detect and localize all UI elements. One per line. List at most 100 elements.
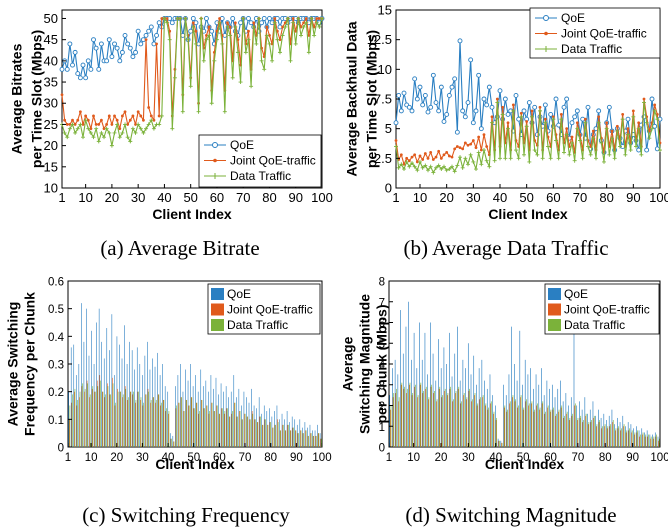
bar xyxy=(286,411,288,447)
bar xyxy=(603,413,605,447)
bar xyxy=(155,399,157,447)
bar xyxy=(417,395,419,447)
bar xyxy=(71,402,73,447)
bar xyxy=(612,420,614,447)
data-point xyxy=(485,145,489,148)
bar xyxy=(227,408,228,447)
bar xyxy=(509,403,510,447)
bar xyxy=(604,424,606,447)
bar xyxy=(269,422,271,447)
data-point xyxy=(508,156,513,161)
data-point xyxy=(418,159,422,164)
data-point xyxy=(618,144,622,149)
bar xyxy=(462,359,464,447)
bar xyxy=(650,436,652,447)
data-point xyxy=(498,156,502,161)
data-point xyxy=(621,113,625,116)
data-point xyxy=(399,153,403,157)
bar xyxy=(172,435,174,447)
data-point xyxy=(225,24,230,29)
x-tick-label: 1 xyxy=(58,190,65,205)
data-point xyxy=(569,120,575,126)
bar xyxy=(547,405,549,447)
bar xyxy=(70,347,72,447)
data-point xyxy=(482,133,486,137)
data-point xyxy=(277,50,282,55)
data-point xyxy=(85,58,91,64)
series-line-data-traffic xyxy=(395,102,661,174)
data-point xyxy=(439,167,444,172)
data-point xyxy=(596,120,601,125)
data-point xyxy=(89,127,93,131)
y-tick-label: 0.5 xyxy=(48,304,64,316)
bar xyxy=(619,422,621,447)
bar xyxy=(444,390,445,447)
data-point xyxy=(302,21,306,25)
bar xyxy=(533,411,535,447)
data-point xyxy=(296,16,301,21)
data-point xyxy=(135,28,141,34)
data-point xyxy=(471,139,475,142)
bar xyxy=(617,417,618,447)
bar xyxy=(210,375,212,447)
data-point xyxy=(591,129,595,133)
bar xyxy=(239,411,240,447)
data-point xyxy=(649,96,655,102)
data-point xyxy=(91,37,96,43)
data-point xyxy=(246,16,251,21)
bar xyxy=(232,411,233,447)
bar xyxy=(96,322,97,447)
legend-label: Joint QoE-traffic xyxy=(227,303,313,317)
bar xyxy=(213,388,214,447)
data-point xyxy=(585,104,591,110)
bar xyxy=(225,386,227,447)
data-point xyxy=(546,144,550,149)
data-point xyxy=(138,41,144,47)
data-point xyxy=(99,130,104,135)
bar xyxy=(249,419,251,447)
legend-swatch xyxy=(211,303,224,316)
data-point xyxy=(495,100,500,105)
bar xyxy=(563,417,565,447)
data-point xyxy=(157,122,162,127)
data-point xyxy=(426,156,430,160)
bar xyxy=(299,419,301,447)
bar xyxy=(246,416,248,447)
bar xyxy=(490,403,491,447)
bar xyxy=(175,408,177,447)
y-tick-label: 0 xyxy=(379,443,385,455)
bar xyxy=(231,413,233,447)
data-point xyxy=(159,113,164,118)
data-point xyxy=(455,163,460,168)
bar xyxy=(139,364,141,447)
y-tick-label: 7.5 xyxy=(374,92,392,107)
bar xyxy=(181,397,182,447)
x-tick-label: 10 xyxy=(407,452,420,464)
data-point xyxy=(565,127,569,131)
data-point xyxy=(453,147,457,151)
bar xyxy=(223,391,224,447)
legend-label: Joint QoE-traffic xyxy=(230,154,316,168)
bar xyxy=(88,355,90,447)
legend-box xyxy=(544,283,660,335)
y-axis-label: per Time Slot (Mbps) xyxy=(29,30,45,168)
data-point xyxy=(278,38,282,42)
data-point xyxy=(551,115,555,119)
data-point xyxy=(172,75,177,80)
legend-marker xyxy=(543,15,549,21)
bar xyxy=(652,434,653,447)
data-point xyxy=(123,122,128,127)
bar xyxy=(76,405,78,447)
bar xyxy=(236,397,237,447)
bar xyxy=(424,332,426,447)
data-point xyxy=(209,28,215,34)
data-point xyxy=(468,57,474,63)
bar xyxy=(451,376,453,447)
bar xyxy=(511,397,513,447)
bar xyxy=(110,394,111,447)
data-point xyxy=(201,58,206,63)
data-point xyxy=(478,126,484,132)
y-axis-label: Average Bitrates xyxy=(9,43,25,154)
bar xyxy=(191,397,193,447)
